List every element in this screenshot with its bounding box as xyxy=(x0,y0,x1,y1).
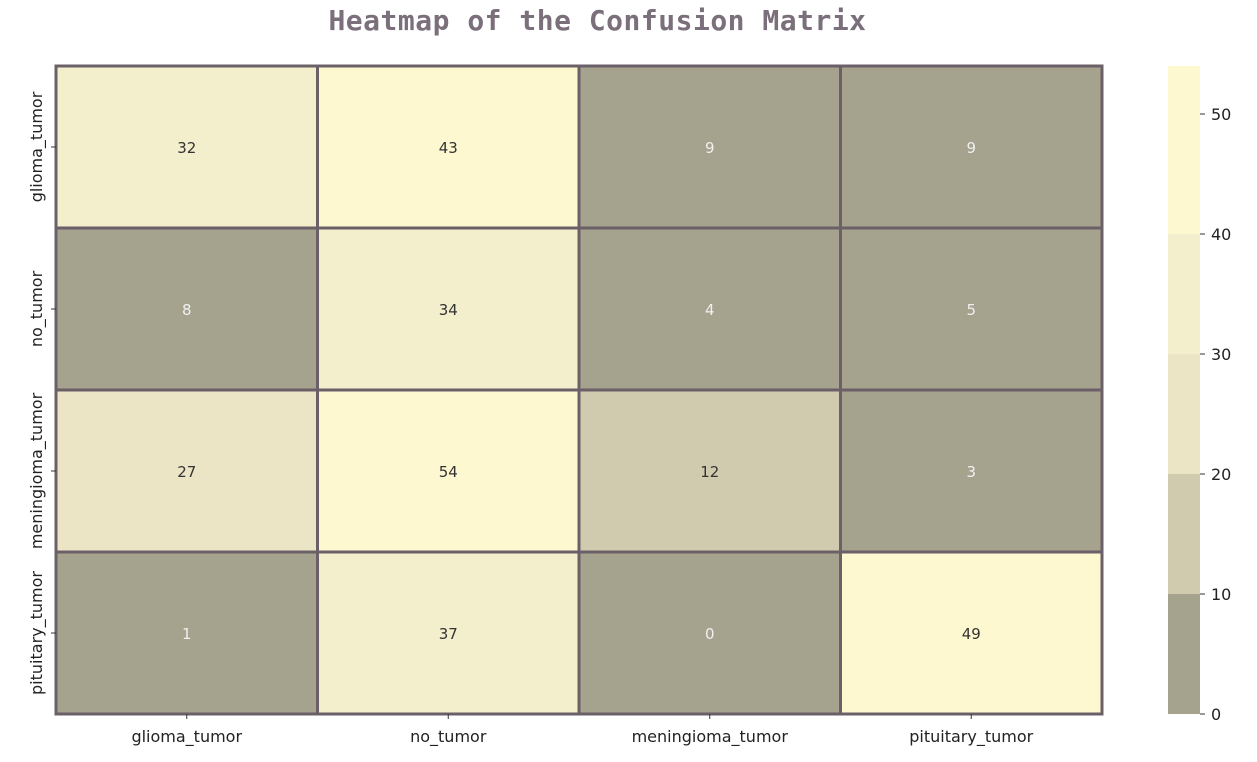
colorbar-segment xyxy=(1168,234,1200,354)
heatmap-cells: 32 43 9 9 8 34 4 5 27 54 12 3 1 37 0 49 xyxy=(54,64,1104,716)
cell-value-label: 49 xyxy=(962,625,981,643)
cell-value-label: 12 xyxy=(700,463,719,481)
colorbar-segment xyxy=(1168,354,1200,474)
heatmap-cell xyxy=(577,226,842,392)
cell-value-label: 9 xyxy=(705,139,715,157)
cell-value-label: 3 xyxy=(966,463,976,481)
cell-value-label: 27 xyxy=(177,463,196,481)
cell-value-label: 43 xyxy=(439,139,458,157)
cell-value-label: 9 xyxy=(966,139,976,157)
cell-value-label: 54 xyxy=(439,463,458,481)
colorbar-segment xyxy=(1168,66,1200,234)
heatmap-cell xyxy=(577,550,842,716)
y-tick-label: meningioma_tumor xyxy=(27,392,47,549)
y-tick-label: no_tumor xyxy=(27,270,47,347)
heatmap-cell xyxy=(316,388,581,554)
colorbar-tick-label: 20 xyxy=(1211,465,1231,484)
heatmap-cell xyxy=(54,64,319,230)
cell-value-label: 37 xyxy=(439,625,458,643)
heatmap-cell xyxy=(316,550,581,716)
cell-value-label: 34 xyxy=(439,301,458,319)
cell-value-label: 32 xyxy=(177,139,196,157)
y-tick-label: pituitary_tumor xyxy=(27,571,47,695)
cell-value-label: 1 xyxy=(182,625,192,643)
y-tick-label: glioma_tumor xyxy=(27,91,47,202)
heatmap-cell xyxy=(839,226,1104,392)
cell-value-label: 5 xyxy=(966,301,976,319)
heatmap-cell xyxy=(577,64,842,230)
heatmap-cell xyxy=(839,388,1104,554)
colorbar-tick-label: 30 xyxy=(1211,345,1231,364)
colorbar-tick-label: 10 xyxy=(1211,585,1231,604)
colorbar-segment xyxy=(1168,594,1200,714)
chart-title: Heatmap of the Confusion Matrix xyxy=(328,4,867,37)
x-tick-label: glioma_tumor xyxy=(131,727,242,747)
cell-value-label: 0 xyxy=(705,625,715,643)
colorbar: 0 10 20 30 40 50 xyxy=(1168,66,1231,724)
colorbar-tick-label: 40 xyxy=(1211,225,1231,244)
heatmap-cell xyxy=(54,550,319,716)
heatmap-cell xyxy=(839,550,1104,716)
colorbar-tick-label: 0 xyxy=(1211,705,1221,724)
x-tick-label: pituitary_tumor xyxy=(909,727,1033,747)
colorbar-segment xyxy=(1168,474,1200,594)
x-tick-label: no_tumor xyxy=(410,727,487,747)
heatmap-frame xyxy=(55,65,1103,715)
cell-value-label: 8 xyxy=(182,301,192,319)
cell-value-label: 4 xyxy=(705,301,715,319)
colorbar-tick-label: 50 xyxy=(1211,105,1231,124)
x-tick-label: meningioma_tumor xyxy=(632,727,789,747)
